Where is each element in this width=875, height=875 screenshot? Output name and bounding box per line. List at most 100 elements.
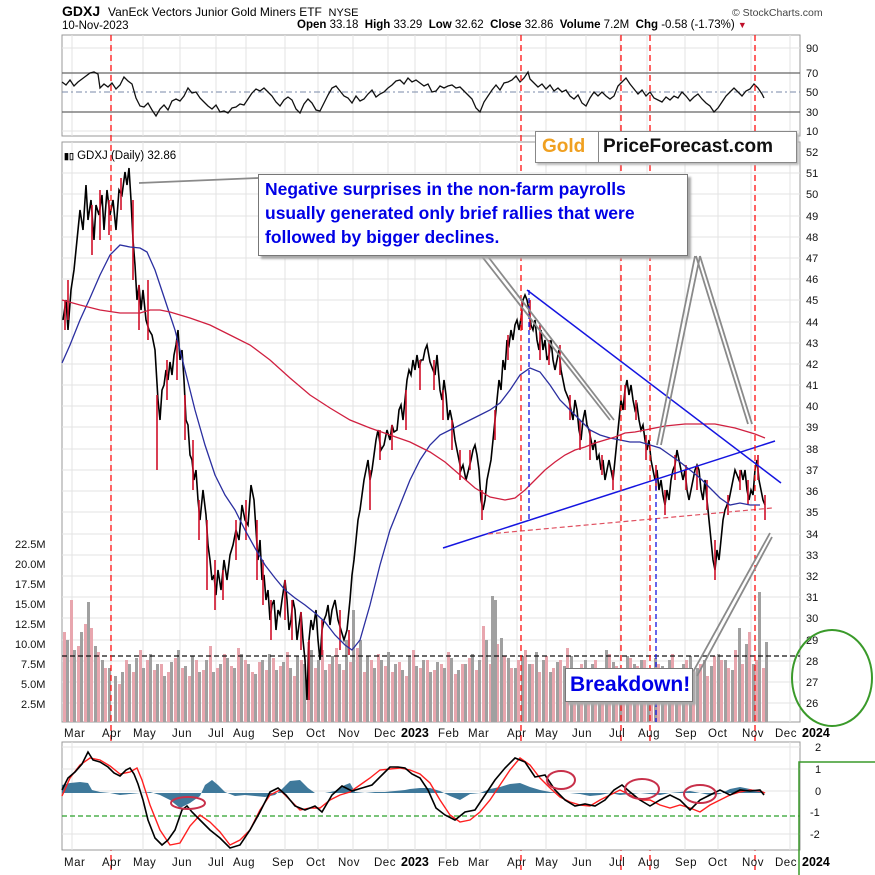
svg-text:Mar: Mar [468, 728, 489, 740]
price-legend: ▮▯ GDXJ (Daily) 32.86 [64, 150, 176, 162]
svg-text:32: 32 [806, 571, 818, 583]
brand-divider [598, 132, 599, 162]
ohlc-summary: Open 33.18 High 33.29 Low 32.62 Close 32… [297, 19, 747, 31]
exchange: NYSE [328, 7, 359, 19]
svg-text:Mar: Mar [64, 857, 85, 869]
volume-label: Volume [559, 19, 601, 31]
svg-text:Mar: Mar [468, 857, 489, 869]
svg-text:May: May [133, 728, 156, 740]
svg-text:Nov: Nov [338, 857, 360, 869]
svg-text:34: 34 [806, 529, 818, 541]
callout-line-2: usually generated only brief rallies tha… [265, 203, 635, 223]
svg-text:7.5M: 7.5M [21, 659, 45, 671]
svg-text:Sep: Sep [272, 728, 294, 740]
svg-text:44: 44 [806, 317, 818, 329]
svg-text:15.0M: 15.0M [15, 599, 46, 611]
svg-text:-1: -1 [810, 807, 820, 819]
ma50-line [61, 244, 760, 651]
svg-text:46: 46 [806, 274, 818, 286]
close-value: 32.86 [524, 19, 554, 31]
open-value: 33.18 [329, 19, 359, 31]
svg-text:Feb: Feb [438, 857, 459, 869]
svg-text:Apr: Apr [507, 857, 526, 869]
svg-text:Aug: Aug [638, 728, 660, 740]
down-triangle-icon: ▼ [737, 20, 747, 30]
month-axis-macd: Mar Apr May Jun Jul Aug Sep Oct Nov Dec 2023 Feb Mar… [64, 855, 830, 869]
svg-text:Apr: Apr [102, 728, 121, 740]
svg-text:49: 49 [806, 211, 818, 223]
svg-text:40: 40 [806, 401, 818, 413]
svg-text:20.0M: 20.0M [15, 559, 46, 571]
ma200-line [61, 299, 766, 501]
svg-text:Aug: Aug [638, 857, 660, 869]
volume-value: 7.2M [603, 19, 630, 31]
svg-text:30: 30 [806, 107, 818, 119]
callout-line-3: followed by bigger declines. [265, 227, 500, 247]
svg-text:Jun: Jun [572, 728, 592, 740]
chart-date: 10-Nov-2023 [62, 20, 129, 32]
low-label: Low [428, 19, 452, 31]
svg-text:52: 52 [806, 147, 818, 159]
svg-text:Aug: Aug [233, 728, 255, 740]
svg-text:Mar: Mar [64, 728, 85, 740]
brand-priceforecast: PriceForecast.com [603, 136, 774, 157]
svg-text:2024: 2024 [802, 726, 830, 740]
macd-axis: 2 1 0 -1 -2 [810, 742, 821, 841]
svg-text:2: 2 [815, 742, 821, 754]
svg-text:Dec: Dec [775, 728, 797, 740]
payrolls-callout: Negative surprises in the non-farm payro… [258, 174, 688, 256]
month-axis-main: Mar Apr May Jun Jul Aug Sep Oct Nov Dec 2023 Feb Mar… [64, 726, 830, 740]
open-label: Open [297, 19, 327, 31]
svg-text:42: 42 [806, 359, 818, 371]
svg-text:0: 0 [815, 786, 821, 798]
svg-text:31: 31 [806, 592, 818, 604]
price-candles [62, 167, 766, 701]
chg-label: Chg [635, 19, 658, 31]
security-name-text: VanEck Vectors Junior Gold Miners ETF [108, 5, 322, 19]
svg-text:90: 90 [806, 43, 818, 55]
svg-text:37: 37 [806, 465, 818, 477]
rsi-panel: 90 70 50 30 10 [61, 34, 818, 138]
svg-text:10.0M: 10.0M [15, 639, 46, 651]
macd-signal-line [61, 757, 766, 846]
svg-text:43: 43 [806, 338, 818, 350]
svg-text:Oct: Oct [306, 728, 326, 740]
svg-text:51: 51 [806, 168, 818, 180]
svg-text:Oct: Oct [708, 728, 728, 740]
svg-text:38: 38 [806, 444, 818, 456]
high-label: High [364, 19, 391, 31]
security-name: VanEck Vectors Junior Gold Miners ETF NY… [108, 5, 359, 19]
svg-text:5.0M: 5.0M [21, 679, 45, 691]
svg-text:Nov: Nov [742, 728, 764, 740]
ticker-symbol: GDXJ [62, 3, 101, 19]
macd-panel: 2 1 0 -1 -2 Mar Apr May Jun Jul Aug Sep Oct Nov Dec 20… [61, 741, 875, 875]
svg-text:2023: 2023 [401, 855, 429, 869]
volume-axis: 22.5M 20.0M 17.5M 15.0M 12.5M 10.0M 7.5M 5.0M 2.… [15, 539, 46, 711]
high-value: 33.29 [393, 19, 423, 31]
breakdown-callout: Breakdown! [565, 668, 693, 702]
close-label: Close [490, 19, 522, 31]
svg-text:Apr: Apr [507, 728, 526, 740]
copyright: © StockCharts.com [732, 7, 823, 19]
svg-text:50: 50 [806, 87, 818, 99]
svg-text:27: 27 [806, 677, 818, 689]
green-circle-annotation [791, 629, 873, 727]
svg-text:70: 70 [806, 68, 818, 80]
brand-gold: Gold [542, 136, 586, 157]
macd-histogram [62, 780, 766, 808]
brand-watermark: Gold PriceForecast.com [535, 131, 797, 163]
event-lines [110, 35, 756, 870]
svg-text:41: 41 [806, 380, 818, 392]
svg-text:Apr: Apr [102, 857, 121, 869]
svg-text:Dec: Dec [775, 857, 797, 869]
callout-line-1: Negative surprises in the non-farm payro… [265, 179, 626, 199]
svg-text:50: 50 [806, 189, 818, 201]
svg-text:12.5M: 12.5M [15, 619, 46, 631]
svg-text:47: 47 [806, 253, 818, 265]
svg-text:Feb: Feb [438, 728, 459, 740]
svg-text:2.5M: 2.5M [21, 699, 45, 711]
svg-text:Sep: Sep [675, 857, 697, 869]
svg-text:Aug: Aug [233, 857, 255, 869]
svg-text:Nov: Nov [742, 857, 764, 869]
svg-text:Nov: Nov [338, 728, 360, 740]
